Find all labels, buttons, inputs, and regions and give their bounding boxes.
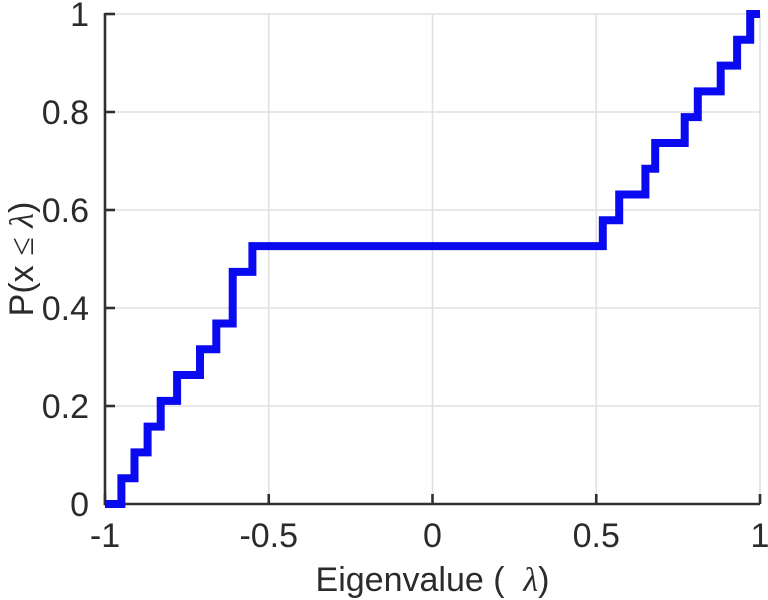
x-axis-label: Eigenvalue ( λ) [316, 561, 550, 599]
y-tick-label: 0 [70, 486, 89, 524]
x-tick-label: 0.5 [573, 517, 620, 555]
x-tick-label: -0.5 [239, 517, 298, 555]
y-tick-label: 0.8 [42, 94, 89, 132]
x-tick-label: -1 [90, 517, 120, 555]
cdf-step-line [105, 10, 760, 508]
y-tick-label: 0.4 [42, 290, 89, 328]
x-tick-label: 0 [423, 517, 442, 555]
y-axis-label: P(x ≤ λ) [3, 202, 41, 317]
x-tick-label: 1 [751, 517, 768, 555]
y-tick-label: 1 [70, 0, 89, 34]
y-tick-label: 0.6 [42, 192, 89, 230]
y-tick-label: 0.2 [42, 388, 89, 426]
